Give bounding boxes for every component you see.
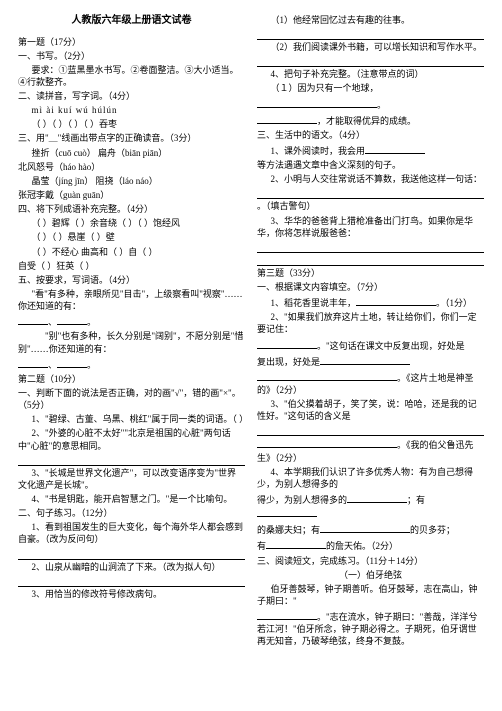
q2-2a: 1、看到祖国发生的巨大变化，每个海外华人都会感到自豪。（改为反问句）: [18, 521, 245, 545]
s4-1: 一、根据课文内容填空。（7分）: [257, 281, 484, 293]
section1: 第一题（17分）: [18, 36, 245, 48]
r3a-blank: 。: [257, 97, 484, 111]
blank-line: [18, 548, 245, 560]
q1-4d: 自受（ ）狂英（ ）: [18, 260, 245, 272]
q1-3a: 挫折（cuō cuò） 扁舟（biān piān）: [18, 147, 245, 159]
r3b-blank: ，才能取得优异的成绩。: [257, 113, 484, 127]
blank-line: [18, 454, 245, 466]
s4-1a: 1、稻花香里说丰年，。（1分）: [257, 295, 484, 309]
s4-1bc-line: 复出现，好处是: [257, 354, 484, 368]
s4-1c: 3、"伯父摸着胡子，笑了笑，说：哈哈，还是我的记性好。"这句话的含义是: [257, 398, 484, 422]
q1-4b: （ ）（ ）悬崖（ ）壁: [18, 231, 245, 243]
s3d: 。（填古警句）: [257, 200, 484, 212]
q1-1-req: 要求：①蓝黑墨水书写。②卷面整洁。③大小适当。④行款整齐。: [18, 64, 245, 88]
r3a: （１）因为只有一个地球，: [257, 82, 484, 94]
blank-line: [257, 187, 484, 199]
blank-line: [257, 55, 484, 67]
s5b: 伯牙善鼓琴，钟子期善听。伯牙鼓琴，志在高山，钟子期曰：": [257, 583, 484, 607]
s4-1bc: 。《这片土地是神圣的》（2分）: [257, 370, 484, 396]
s4-1de: 的桑娜夫妇；有的贝多芬；: [257, 522, 484, 536]
q2-1a: 1、"碧绿、古董、乌黑、桃红"属于同一类的词语。（ ）: [18, 413, 245, 425]
q1-5a: "看"有多种，亲眼所见"目击"，上级察看叫"视察"……你还知道的有：: [18, 288, 245, 312]
section2: 第二题（10分）: [18, 373, 245, 385]
s5c: 。"志在流水，钟子期曰："善哉，洋洋兮若江河！"伯牙所念，钟子期必得之。子期死，…: [257, 609, 484, 647]
q2-1b: 2、"外婆的心脏不太好""北京是祖国的心脏"两句话中"心脏"的意思相同。: [18, 427, 245, 451]
blank-2: 、。: [18, 357, 245, 371]
blank-line: [257, 241, 484, 253]
blank-line: [257, 424, 484, 436]
q1-2: 二、读拼音，写字词。（4分）: [18, 90, 245, 102]
q1-1: 一、书写。（2分）: [18, 50, 245, 62]
s3b: 等方法遇遇文章中含义深刻的句子。: [257, 159, 484, 171]
q2-1d: 4、"书是钥匙，能开启智慧之门。"是一个比喻句。: [18, 493, 245, 505]
q1-4c: （ ）不经心 曲高和（ ）自（ ）: [18, 246, 245, 258]
q1-3c: 晶莹（jíng jīn） 阻挠（láo náo）: [18, 175, 245, 187]
s5a: （一）伯牙绝弦: [257, 569, 484, 581]
q2-2c: 3、用恰当的修改符号修改病句。: [18, 588, 245, 600]
s4-1d: 4、本学期我们认识了许多优秀人物：有为自己想得少，为别人想得多的: [257, 466, 484, 490]
s4-1dd: 得少，为别人想得多的；有: [257, 492, 484, 520]
q2-1: 一、判断下面的说法是否正确，对的画"√"，错的画"×"。（5分）: [18, 387, 245, 411]
blank-line: [18, 575, 245, 587]
r3: 4、把句子补充完整。（注意带点的词）: [257, 68, 484, 80]
q2-1c: 3、"长城是世界文化遗产"，可以改变语序变为"世界文化遗产是长城"。: [18, 467, 245, 491]
q1-3b: 北风怒号（háo hào）: [18, 161, 245, 173]
q2-2: 二、句子练习。（12分）: [18, 507, 245, 519]
s3c: 2、小明与人交往常说话不算数，我送他这样一句话：: [257, 173, 484, 185]
s5: 三、阅读短文，完成练习。（11分＋14分）: [257, 555, 484, 567]
blank-line: [257, 28, 484, 40]
s4-1b: 2、"如果我们放弃这片土地，转让给你们，你们一定要记住：: [257, 311, 484, 335]
q2-2b: 2、山泉从幽暗的山涧流了下来。（改为拟人句）: [18, 561, 245, 573]
q1-3: 三、用"＿"线画出带点字的正确读音。（3分）: [18, 132, 245, 144]
blank-line: [257, 254, 484, 266]
pinyin-blanks: （ ）（ ）（ ）（ ）吞枣: [18, 118, 245, 130]
r2: （2）我们阅读课外书籍，可以增长知识和写作水平。: [257, 41, 484, 53]
q1-3d: 张冠李戴（guàn guān）: [18, 189, 245, 201]
s4-1cc: 。《我的伯父鲁迅先生》（2分）: [257, 437, 484, 463]
doc-title: 人教版六年级上册语文试卷: [18, 14, 245, 28]
r3b: ，才能取得优异的成绩。: [317, 116, 416, 126]
section3: 第三题（33分）: [257, 267, 484, 279]
r1: （1）他经常回忆过去有趣的往事。: [257, 14, 484, 26]
q1-5: 五、按要求，写词语。（4分）: [18, 274, 245, 286]
s3a: 1、课外阅读时，我会用: [257, 143, 484, 157]
s3: 三、生活中的语文。（4分）: [257, 129, 484, 141]
s4-1bb: 。"这句话在课文中反复出现，好处是: [257, 338, 484, 352]
q1-4a: （ ）碧辉（ ）余音绕（ ）（ ）饱经风: [18, 217, 245, 229]
s4-1dg: 有的詹天佑。（2分）: [257, 538, 484, 552]
blank-1: 、。: [18, 314, 245, 328]
q1-5b: "别"也有多种，长久分别是"阔别"，不愿分别是"惜别"……你还知道的有：: [18, 330, 245, 354]
s3e: 3、华华的爸爸背上猎枪准备出门打鸟。如果你是华华，你将怎样说服爸爸：: [257, 215, 484, 239]
pinyin: mì ài kuí wú húlún: [18, 104, 245, 116]
q1-4: 四、将下列成语补充完整。（4分）: [18, 203, 245, 215]
